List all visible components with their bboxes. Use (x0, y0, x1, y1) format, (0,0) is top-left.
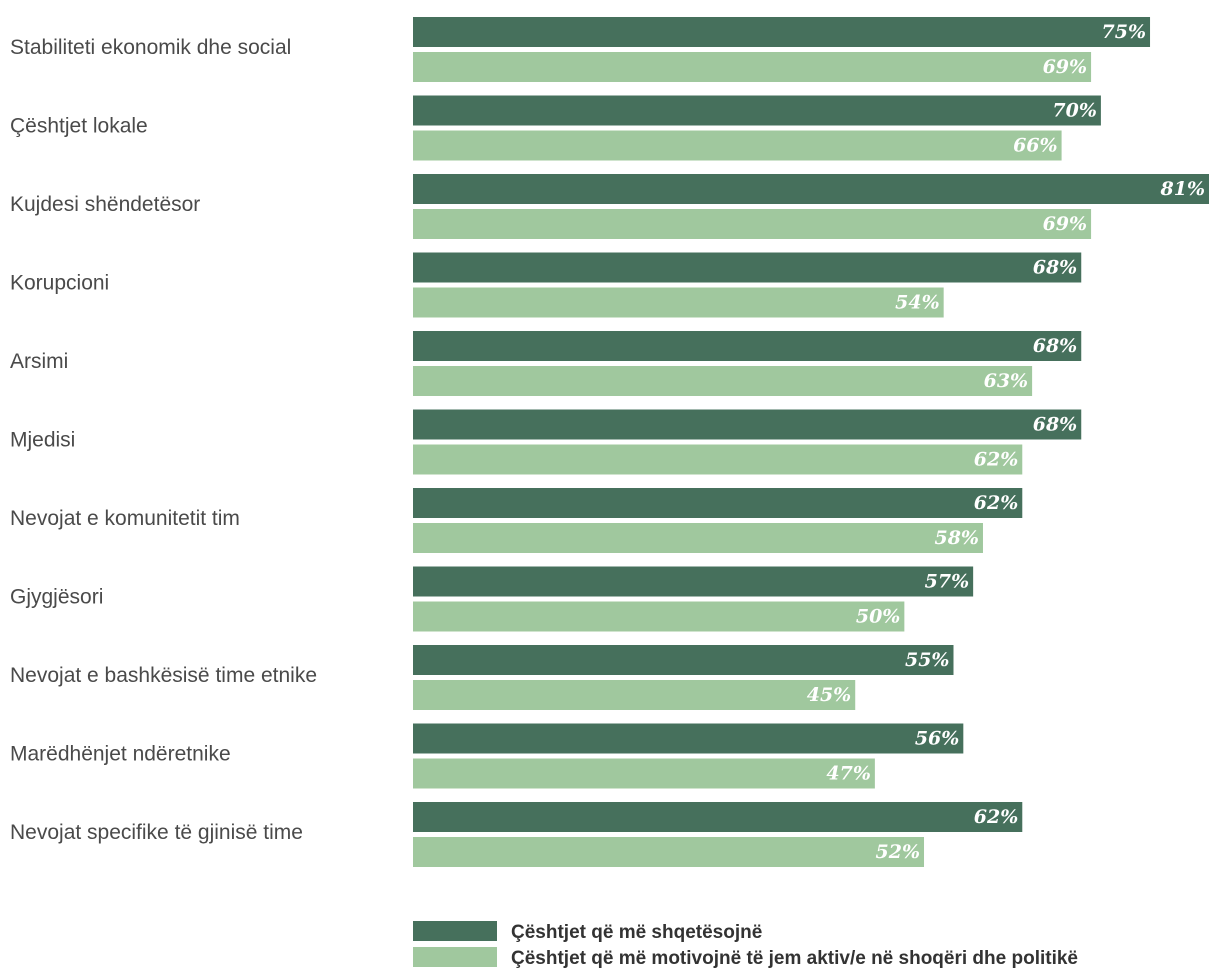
category-label: Korupcioni (10, 272, 109, 295)
bar-motivation (413, 52, 1092, 82)
data-label: 68% (1033, 335, 1078, 357)
data-label: 50% (856, 606, 901, 628)
data-label: 70% (1052, 100, 1097, 122)
bar-motivation (413, 680, 856, 710)
category-label: Nevojat specifike të gjinisë time (10, 821, 303, 844)
category-label: Marëdhënjet ndëretnike (10, 743, 231, 766)
bar-motivation (413, 444, 1023, 475)
data-label: 56% (915, 728, 960, 750)
category-label: Çështjet lokale (10, 115, 148, 138)
data-label: 45% (807, 684, 852, 706)
bar-concern (413, 95, 1101, 126)
bar-concern (413, 331, 1082, 361)
data-label: 55% (905, 649, 950, 671)
bar-motivation (413, 523, 983, 553)
bar-motivation (413, 209, 1092, 239)
data-label: 58% (934, 527, 979, 549)
data-label: 47% (826, 763, 871, 785)
bar-concern (413, 17, 1151, 47)
data-label: 57% (925, 571, 970, 593)
category-label: Mjedisi (10, 429, 75, 452)
legend-label: Çështjet që më shqetësojnë (511, 922, 762, 943)
category-label: Kujdesi shëndetësor (10, 193, 200, 216)
data-label: 63% (984, 370, 1029, 392)
data-label: 62% (974, 806, 1019, 828)
legend-label: Çështjet që më motivojnë të jem aktiv/e … (511, 948, 1078, 969)
bar-concern (413, 252, 1082, 283)
category-labels: Stabiliteti ekonomik dhe social Çështjet … (10, 36, 317, 844)
bar-motivation (413, 366, 1033, 396)
legend: Çështjet që më shqetësojnë Çështjet që më… (413, 921, 1078, 969)
data-label: 62% (974, 449, 1019, 471)
data-label: 62% (974, 492, 1019, 514)
category-label: Gjygjësori (10, 586, 103, 609)
bar-motivation (413, 601, 905, 632)
legend-swatch-motivation (413, 947, 497, 967)
bar-concern (413, 566, 974, 597)
data-label: 66% (1013, 135, 1058, 157)
bar-concern (413, 488, 1023, 518)
data-label: 81% (1160, 178, 1206, 200)
bar-motivation (413, 130, 1062, 161)
category-label: Arsimi (10, 350, 68, 373)
data-label: 54% (895, 292, 940, 314)
bar-concern (413, 409, 1082, 440)
category-label: Nevojat e komunitetit tim (10, 507, 240, 530)
bar-motivation (413, 837, 925, 867)
category-label: Stabiliteti ekonomik dhe social (10, 36, 291, 59)
bar-motivation (413, 758, 875, 789)
value-labels: 75%69%70%66%81%69%68%54%68%63%68%62%62%5… (807, 21, 1205, 863)
data-label: 68% (1033, 414, 1078, 436)
bar-concern (413, 174, 1209, 204)
data-label: 68% (1033, 257, 1078, 279)
data-label: 69% (1043, 213, 1088, 235)
data-label: 52% (876, 841, 921, 863)
bars (413, 17, 1209, 867)
data-label: 69% (1043, 56, 1088, 78)
bar-concern (413, 645, 954, 675)
bar-concern (413, 802, 1023, 832)
category-label: Nevojat e bashkësisë time etnike (10, 664, 317, 687)
data-label: 75% (1102, 21, 1147, 43)
legend-swatch-concern (413, 921, 497, 941)
bar-concern (413, 723, 964, 754)
bar-motivation (413, 287, 944, 318)
